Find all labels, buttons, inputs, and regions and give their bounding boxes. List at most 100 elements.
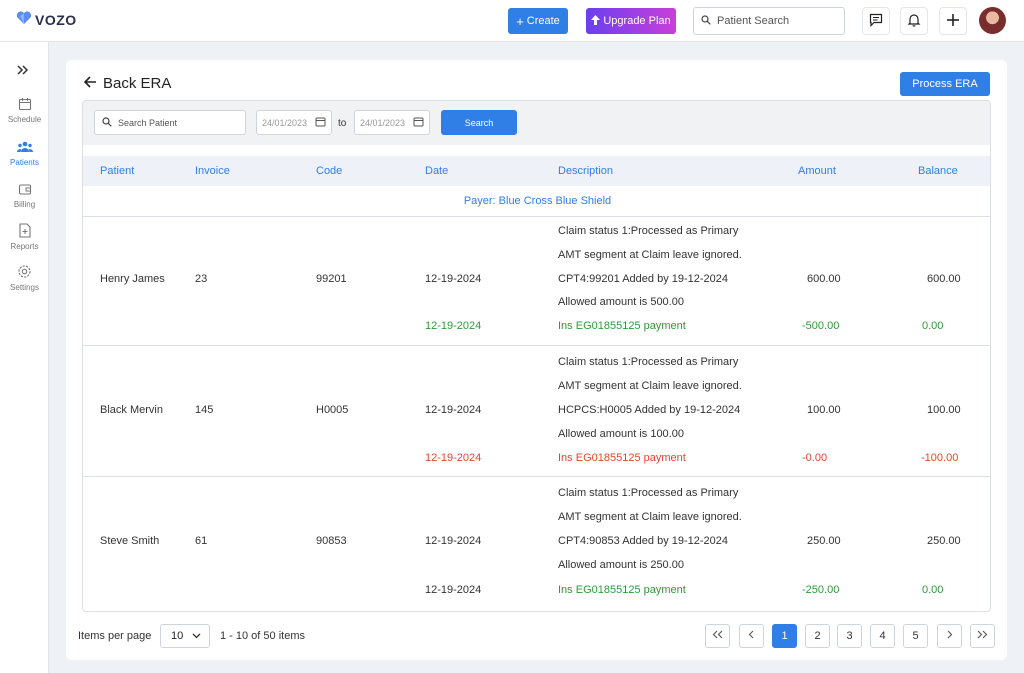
procedure-code: 99201 (316, 273, 347, 285)
create-label: Create (526, 15, 560, 27)
page-button-5[interactable]: 5 (903, 624, 928, 648)
search-icon (701, 14, 711, 28)
patients-icon (16, 140, 33, 156)
payment-balance: 0.00 (922, 320, 944, 332)
sidebar-item-billing[interactable]: Billing (0, 182, 49, 209)
col-invoice[interactable]: Invoice (195, 165, 230, 177)
date-range-separator: to (338, 118, 347, 129)
era-panel: Back ERA Process ERA Search Patient 24/0… (66, 60, 1007, 660)
description-line: HCPCS:H0005 Added by 19-12-2024 (558, 404, 741, 416)
report-icon (18, 223, 32, 240)
payment-date: 12-19-2024 (425, 584, 482, 596)
search-button[interactable]: Search (441, 110, 517, 135)
double-chevron-left-icon (712, 630, 723, 642)
sidebar-item-label: Patients (10, 158, 39, 167)
back-button[interactable]: Back ERA (83, 75, 172, 92)
chevron-right-icon (946, 630, 953, 642)
payment-date: 12-19-2024 (425, 452, 482, 464)
items-per-page-value: 10 (171, 630, 184, 642)
to-date-field[interactable]: 24/01/2023 (354, 110, 430, 135)
prev-page-button[interactable] (739, 624, 764, 648)
last-page-button[interactable] (970, 624, 995, 648)
sidebar-item-label: Billing (13, 200, 36, 209)
payment-description: Ins EG01855125 payment (558, 452, 686, 464)
create-button[interactable]: + Create (508, 8, 568, 34)
patient-search-placeholder: Patient Search (717, 15, 790, 27)
description-line: AMT segment at Claim leave ignored. (558, 380, 742, 392)
sidebar-item-settings[interactable]: Settings (0, 264, 49, 292)
description-line: AMT segment at Claim leave ignored. (558, 511, 742, 523)
table-row[interactable]: Henry James 23 99201 12-19-2024 Claim st… (83, 217, 990, 346)
calendar-icon (315, 116, 326, 129)
heart-logo-icon (16, 11, 32, 28)
expand-sidebar-icon[interactable] (17, 62, 29, 78)
page-button-3[interactable]: 3 (837, 624, 862, 648)
search-patient-input[interactable]: Search Patient (94, 110, 246, 135)
description-line: Allowed amount is 500.00 (558, 296, 684, 308)
chat-icon (869, 13, 883, 30)
items-per-page-select[interactable]: 10 (160, 624, 210, 648)
procedure-code: 90853 (316, 535, 347, 547)
calendar-icon (413, 116, 424, 129)
invoice-number: 23 (195, 273, 208, 285)
page-button-2[interactable]: 2 (805, 624, 830, 648)
era-card: Search Patient 24/01/2023 to 24/01/2023 … (82, 100, 991, 612)
process-era-button[interactable]: Process ERA (900, 72, 990, 96)
notifications-button[interactable] (900, 7, 928, 35)
messages-button[interactable] (862, 7, 890, 35)
wallet-icon (18, 182, 32, 198)
bell-icon (907, 13, 921, 30)
service-date: 12-19-2024 (425, 404, 482, 416)
add-button[interactable] (939, 7, 967, 35)
upgrade-plan-button[interactable]: Upgrade Plan (586, 8, 676, 34)
from-date-field[interactable]: 24/01/2023 (256, 110, 332, 135)
col-description[interactable]: Description (558, 165, 614, 177)
patient-search-input[interactable]: Patient Search (693, 7, 845, 35)
sidebar: Schedule Patients Billing Reports Settin… (0, 42, 49, 673)
sidebar-item-schedule[interactable]: Schedule (0, 97, 49, 124)
items-range: 1 - 10 of 50 items (220, 630, 305, 642)
logo[interactable]: VOZO (16, 11, 77, 28)
col-code[interactable]: Code (316, 165, 343, 177)
user-avatar[interactable] (979, 7, 1006, 34)
page-button-1[interactable]: 1 (772, 624, 797, 648)
page-button-4[interactable]: 4 (870, 624, 895, 648)
service-date: 12-19-2024 (425, 273, 482, 285)
payment-amount: -250.00 (802, 584, 840, 596)
description-line: Claim status 1:Processed as Primary (558, 487, 739, 499)
balance-value: 100.00 (927, 404, 961, 416)
payer-row: Payer: Blue Cross Blue Shield (83, 186, 990, 217)
table-row[interactable]: Steve Smith 61 90853 12-19-2024 Claim st… (83, 477, 990, 611)
col-amount[interactable]: Amount (798, 165, 836, 177)
plus-icon (947, 13, 959, 29)
to-date-value: 24/01/2023 (360, 117, 406, 128)
col-date[interactable]: Date (425, 165, 449, 177)
payment-amount: -500.00 (802, 320, 840, 332)
next-page-button[interactable] (937, 624, 962, 648)
first-page-button[interactable] (705, 624, 730, 648)
double-chevron-right-icon (977, 630, 988, 642)
sidebar-item-reports[interactable]: Reports (0, 223, 49, 251)
items-per-page-label: Items per page (78, 630, 152, 642)
sidebar-item-label: Reports (10, 242, 39, 251)
sidebar-item-patients[interactable]: Patients (0, 140, 49, 167)
amount-value: 600.00 (807, 273, 841, 285)
upgrade-label: Upgrade Plan (603, 15, 671, 27)
service-date: 12-19-2024 (425, 535, 482, 547)
page-title: Back ERA (103, 75, 172, 92)
payment-description: Ins EG01855125 payment (558, 584, 686, 596)
table-row[interactable]: Black Mervin 145 H0005 12-19-2024 Claim … (83, 346, 990, 477)
col-patient[interactable]: Patient (100, 165, 135, 177)
balance-value: 600.00 (927, 273, 961, 285)
description-line: CPT4:99201 Added by 19-12-2024 (558, 273, 729, 285)
plus-icon: + (516, 13, 524, 29)
amount-value: 250.00 (807, 535, 841, 547)
gear-icon (17, 264, 32, 281)
filter-bar: Search Patient 24/01/2023 to 24/01/2023 … (83, 101, 990, 145)
from-date-value: 24/01/2023 (262, 117, 308, 128)
payment-description: Ins EG01855125 payment (558, 320, 686, 332)
table-header: Patient Invoice Code Date Description Am… (83, 156, 990, 186)
col-balance[interactable]: Balance (918, 165, 958, 177)
arrow-up-icon (591, 14, 601, 28)
description-line: Claim status 1:Processed as Primary (558, 356, 739, 368)
